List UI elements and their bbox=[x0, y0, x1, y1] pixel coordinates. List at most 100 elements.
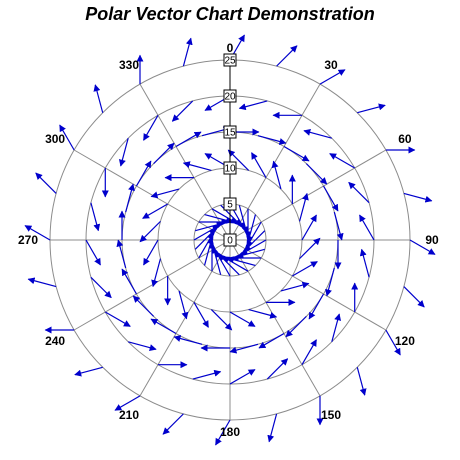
vector-arrow-27 bbox=[271, 160, 282, 190]
vector-arrow-51 bbox=[305, 163, 328, 185]
vector-arrow-45 bbox=[150, 188, 180, 199]
vector-arrow-117 bbox=[93, 84, 104, 113]
vector-series bbox=[24, 34, 436, 446]
vector-arrow-83 bbox=[266, 358, 289, 380]
vector-arrow-63 bbox=[132, 295, 155, 317]
vector-arrow-58 bbox=[258, 333, 285, 349]
vector-arrow-16 bbox=[198, 232, 214, 259]
vector-arrow-64 bbox=[121, 268, 137, 295]
vector-arrow-119 bbox=[182, 37, 193, 67]
vector-arrow-25 bbox=[227, 149, 250, 171]
vector-arrow-53 bbox=[333, 211, 344, 241]
vector-arrow-18 bbox=[193, 225, 220, 241]
vector-arrow-44 bbox=[142, 203, 168, 219]
vector-arrow-73 bbox=[238, 100, 268, 111]
radial-tick-box-0 bbox=[223, 233, 237, 247]
vector-arrow-94 bbox=[143, 114, 159, 141]
radial-tick-box-10 bbox=[223, 161, 237, 175]
vector-arrow-98 bbox=[319, 69, 346, 85]
vector-arrow-79 bbox=[359, 248, 370, 278]
vector-arrow-84 bbox=[229, 369, 256, 385]
vector-arrow-110 bbox=[114, 395, 141, 411]
vector-arrow-55 bbox=[325, 267, 335, 297]
vector-arrow-70 bbox=[175, 131, 202, 147]
vector-arrow-76 bbox=[329, 153, 356, 169]
vector-arrow-90 bbox=[85, 239, 101, 266]
angle-label-0: 0 bbox=[227, 41, 234, 55]
angle-label-300: 300 bbox=[45, 132, 65, 146]
vector-arrow-6 bbox=[240, 239, 267, 255]
spoke-330 bbox=[139, 83, 231, 241]
vector-arrow-62 bbox=[150, 318, 177, 335]
vector-arrow-50 bbox=[283, 145, 310, 162]
chart-title: Polar Vector Chart Demonstration bbox=[85, 4, 374, 24]
vector-arrow-33 bbox=[280, 281, 310, 292]
angle-label-30: 30 bbox=[324, 58, 338, 72]
angle-label-60: 60 bbox=[398, 132, 412, 146]
vector-arrow-49 bbox=[257, 135, 287, 145]
vector-arrow-4 bbox=[246, 221, 262, 248]
angle-label-330: 330 bbox=[119, 58, 139, 72]
vector-arrow-67 bbox=[125, 183, 135, 213]
vector-arrow-104 bbox=[385, 329, 401, 356]
angle-label-270: 270 bbox=[18, 233, 38, 247]
radial-tick-box-20 bbox=[223, 89, 237, 103]
vector-arrow-111 bbox=[74, 366, 103, 377]
radial-tick-box-25 bbox=[223, 53, 237, 67]
vector-arrow-109 bbox=[162, 413, 184, 435]
vector-arrow-101 bbox=[403, 192, 433, 203]
angle-label-150: 150 bbox=[321, 408, 341, 422]
vector-arrow-9 bbox=[226, 256, 256, 267]
vector-arrow-26 bbox=[251, 152, 267, 178]
vector-arrow-87 bbox=[128, 341, 157, 352]
spoke-240 bbox=[73, 239, 231, 331]
vector-arrow-21 bbox=[204, 213, 234, 224]
angle-label-210: 210 bbox=[119, 408, 139, 422]
spoke-60 bbox=[229, 149, 387, 241]
vector-arrow-12 bbox=[215, 250, 231, 277]
vector-arrow-78 bbox=[359, 214, 375, 241]
radial-axis: 0 5 10 15 20 25 bbox=[223, 53, 237, 247]
vector-arrow-81 bbox=[331, 313, 342, 342]
vector-arrow-37 bbox=[210, 309, 233, 331]
angle-label-120: 120 bbox=[395, 334, 415, 348]
vector-arrow-69 bbox=[153, 142, 175, 165]
vector-arrow-107 bbox=[267, 413, 278, 443]
vector-arrow-32 bbox=[292, 261, 318, 277]
vector-arrow-68 bbox=[135, 160, 152, 187]
vector-arrow-115 bbox=[35, 172, 57, 194]
vector-arrow-7 bbox=[236, 248, 265, 259]
vector-arrow-39 bbox=[178, 290, 189, 320]
vector-arrow-103 bbox=[403, 286, 425, 308]
vector-arrow-114 bbox=[24, 225, 51, 241]
vector-arrow-77 bbox=[348, 181, 370, 204]
vector-arrow-5 bbox=[243, 230, 266, 252]
vector-arrow-17 bbox=[194, 228, 217, 250]
vector-arrow-56 bbox=[308, 293, 325, 320]
radial-tick-label-25: 25 bbox=[224, 56, 236, 67]
vector-arrow-75 bbox=[303, 128, 332, 139]
vector-arrow-43 bbox=[139, 220, 161, 243]
vector-arrow-95 bbox=[171, 100, 194, 122]
angle-label-240: 240 bbox=[45, 334, 65, 348]
vector-arrow-93 bbox=[118, 138, 129, 167]
vector-arrow-42 bbox=[143, 239, 159, 266]
radial-tick-label-10: 10 bbox=[224, 164, 236, 175]
vector-arrow-36 bbox=[229, 311, 256, 327]
vector-arrow-59 bbox=[229, 343, 259, 354]
vector-arrow-57 bbox=[285, 315, 307, 338]
vector-arrow-61 bbox=[173, 335, 203, 345]
radial-tick-box-15 bbox=[223, 125, 237, 139]
vector-arrow-35 bbox=[248, 308, 278, 319]
vector-arrow-10 bbox=[222, 256, 249, 272]
vector-arrow-113 bbox=[27, 277, 57, 288]
vector-arrow-116 bbox=[59, 124, 75, 151]
vector-arrow-108 bbox=[215, 419, 231, 446]
vector-arrow-52 bbox=[323, 185, 339, 212]
vector-arrow-91 bbox=[90, 202, 101, 232]
vector-arrow-3 bbox=[246, 214, 257, 244]
vector-arrow-11 bbox=[218, 253, 240, 276]
vector-arrow-85 bbox=[192, 369, 222, 380]
spoke-150 bbox=[229, 239, 321, 397]
